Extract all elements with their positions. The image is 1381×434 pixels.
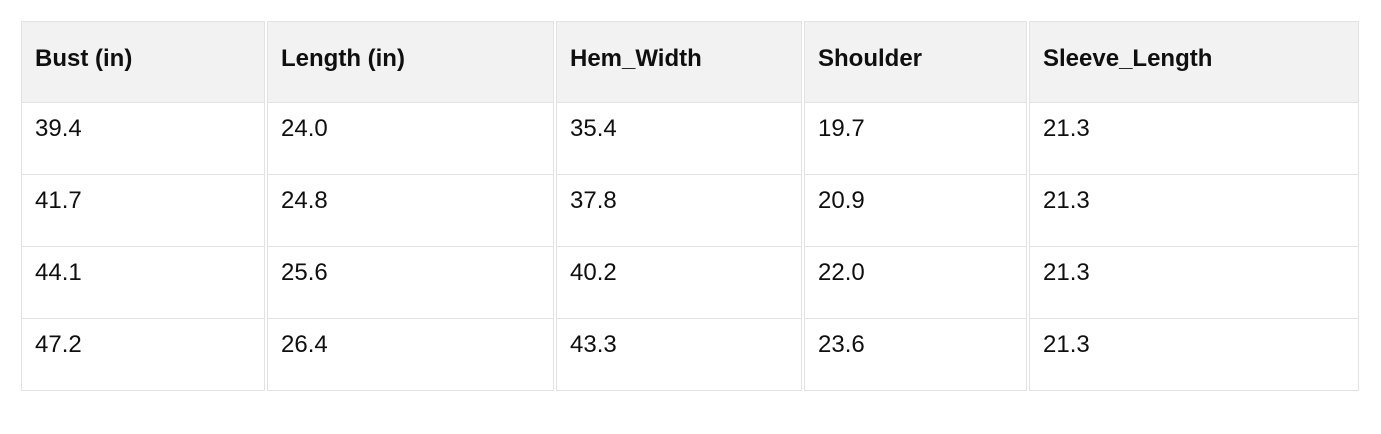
column-header-bust: Bust (in) [21, 21, 265, 103]
table-cell: 40.2 [556, 247, 802, 319]
table-row: 39.4 24.0 35.4 19.7 21.3 [21, 103, 1359, 175]
column-header-shoulder: Shoulder [804, 21, 1027, 103]
table-cell: 19.7 [804, 103, 1027, 175]
table-cell: 20.9 [804, 175, 1027, 247]
table-body: 39.4 24.0 35.4 19.7 21.3 41.7 24.8 37.8 … [21, 103, 1359, 391]
column-header-hem-width: Hem_Width [556, 21, 802, 103]
table-row: 41.7 24.8 37.8 20.9 21.3 [21, 175, 1359, 247]
table-cell: 21.3 [1029, 247, 1359, 319]
page: Bust (in) Length (in) Hem_Width Shoulder… [0, 21, 1381, 391]
table-cell: 43.3 [556, 319, 802, 391]
table-cell: 47.2 [21, 319, 265, 391]
size-measurements-table: Bust (in) Length (in) Hem_Width Shoulder… [19, 21, 1361, 391]
table-cell: 21.3 [1029, 319, 1359, 391]
table-cell: 21.3 [1029, 103, 1359, 175]
header-row: Bust (in) Length (in) Hem_Width Shoulder… [21, 21, 1359, 103]
table-cell: 44.1 [21, 247, 265, 319]
column-header-length: Length (in) [267, 21, 554, 103]
table-cell: 22.0 [804, 247, 1027, 319]
table-cell: 39.4 [21, 103, 265, 175]
table-cell: 23.6 [804, 319, 1027, 391]
table-row: 47.2 26.4 43.3 23.6 21.3 [21, 319, 1359, 391]
column-header-sleeve-length: Sleeve_Length [1029, 21, 1359, 103]
table-cell: 37.8 [556, 175, 802, 247]
table-cell: 35.4 [556, 103, 802, 175]
table-cell: 25.6 [267, 247, 554, 319]
table-cell: 21.3 [1029, 175, 1359, 247]
table-cell: 26.4 [267, 319, 554, 391]
table-cell: 41.7 [21, 175, 265, 247]
table-cell: 24.0 [267, 103, 554, 175]
table-row: 44.1 25.6 40.2 22.0 21.3 [21, 247, 1359, 319]
table-header: Bust (in) Length (in) Hem_Width Shoulder… [21, 21, 1359, 103]
table-cell: 24.8 [267, 175, 554, 247]
